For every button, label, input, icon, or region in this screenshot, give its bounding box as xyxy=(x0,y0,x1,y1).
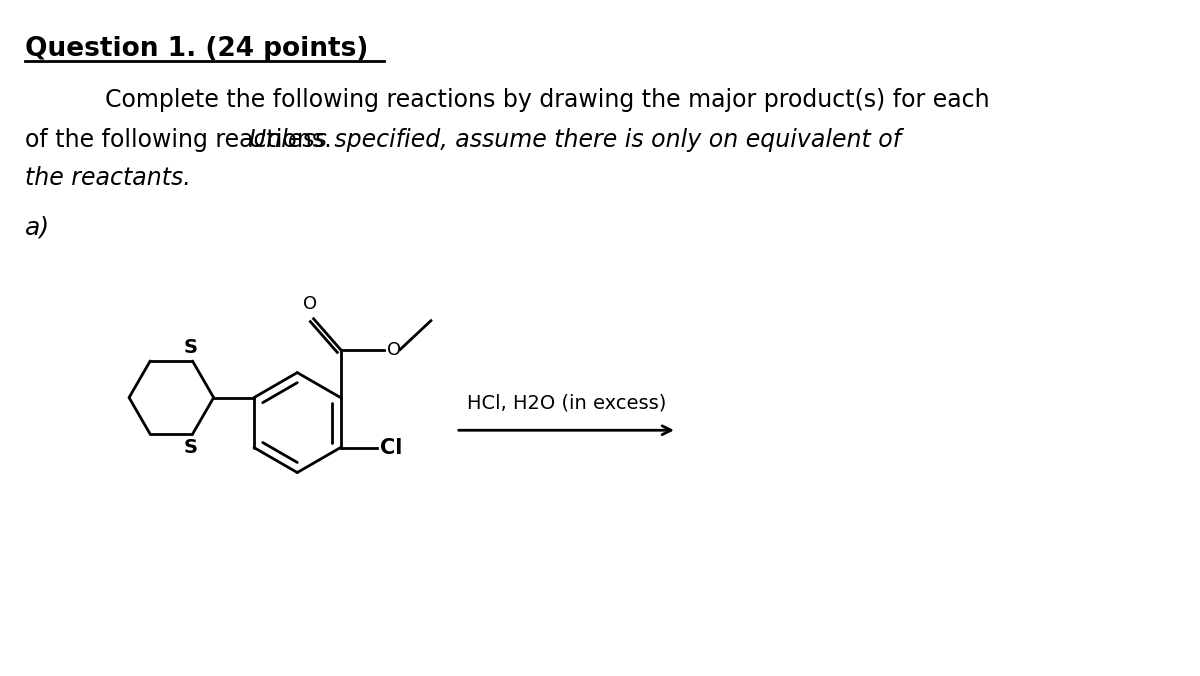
Text: Complete the following reactions by drawing the major product(s) for each: Complete the following reactions by draw… xyxy=(106,88,990,112)
Text: Cl: Cl xyxy=(380,437,402,458)
Text: S: S xyxy=(184,338,198,357)
Text: HCl, H2O (in excess): HCl, H2O (in excess) xyxy=(467,394,666,413)
Text: Unless specified, assume there is only on equivalent of: Unless specified, assume there is only o… xyxy=(250,128,901,151)
Text: O: O xyxy=(302,295,317,313)
Text: of the following reactions.: of the following reactions. xyxy=(25,128,340,151)
Text: O: O xyxy=(386,341,401,358)
Text: S: S xyxy=(184,438,198,457)
Text: Question 1. (24 points): Question 1. (24 points) xyxy=(25,37,368,62)
Text: the reactants.: the reactants. xyxy=(25,166,191,190)
Text: a): a) xyxy=(25,216,50,240)
